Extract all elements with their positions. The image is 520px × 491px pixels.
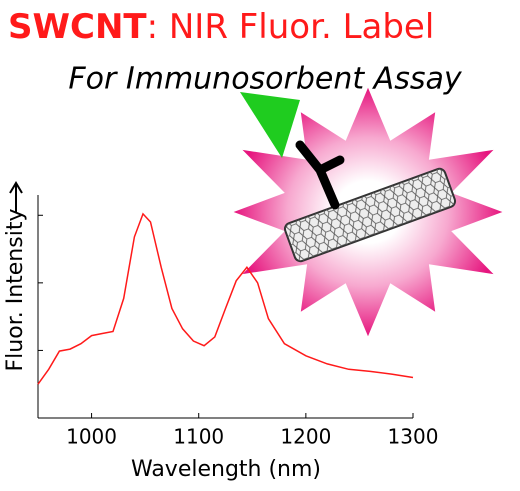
x-tick-label: 1200 — [280, 425, 331, 449]
chart-title: SWCNT: NIR Fluor. Label — [8, 7, 434, 47]
antibody — [295, 140, 345, 210]
subtitle: For Immunosorbent Assay — [68, 62, 462, 97]
title-rest: : NIR Fluor. Label — [147, 7, 435, 47]
title-bold: SWCNT — [8, 7, 147, 47]
y-axis-label: Fluor. Intensity — [3, 209, 28, 372]
antigen — [240, 92, 300, 158]
line-series — [37, 212, 414, 385]
x-tick-label: 1300 — [388, 425, 439, 449]
illustration — [233, 87, 503, 337]
nanotube — [283, 167, 457, 263]
x-tick-label: 1100 — [173, 425, 224, 449]
y-arrow — [9, 181, 23, 213]
x-axis-label: Wavelength (nm) — [131, 457, 321, 482]
x-tick-label: 1000 — [66, 425, 117, 449]
